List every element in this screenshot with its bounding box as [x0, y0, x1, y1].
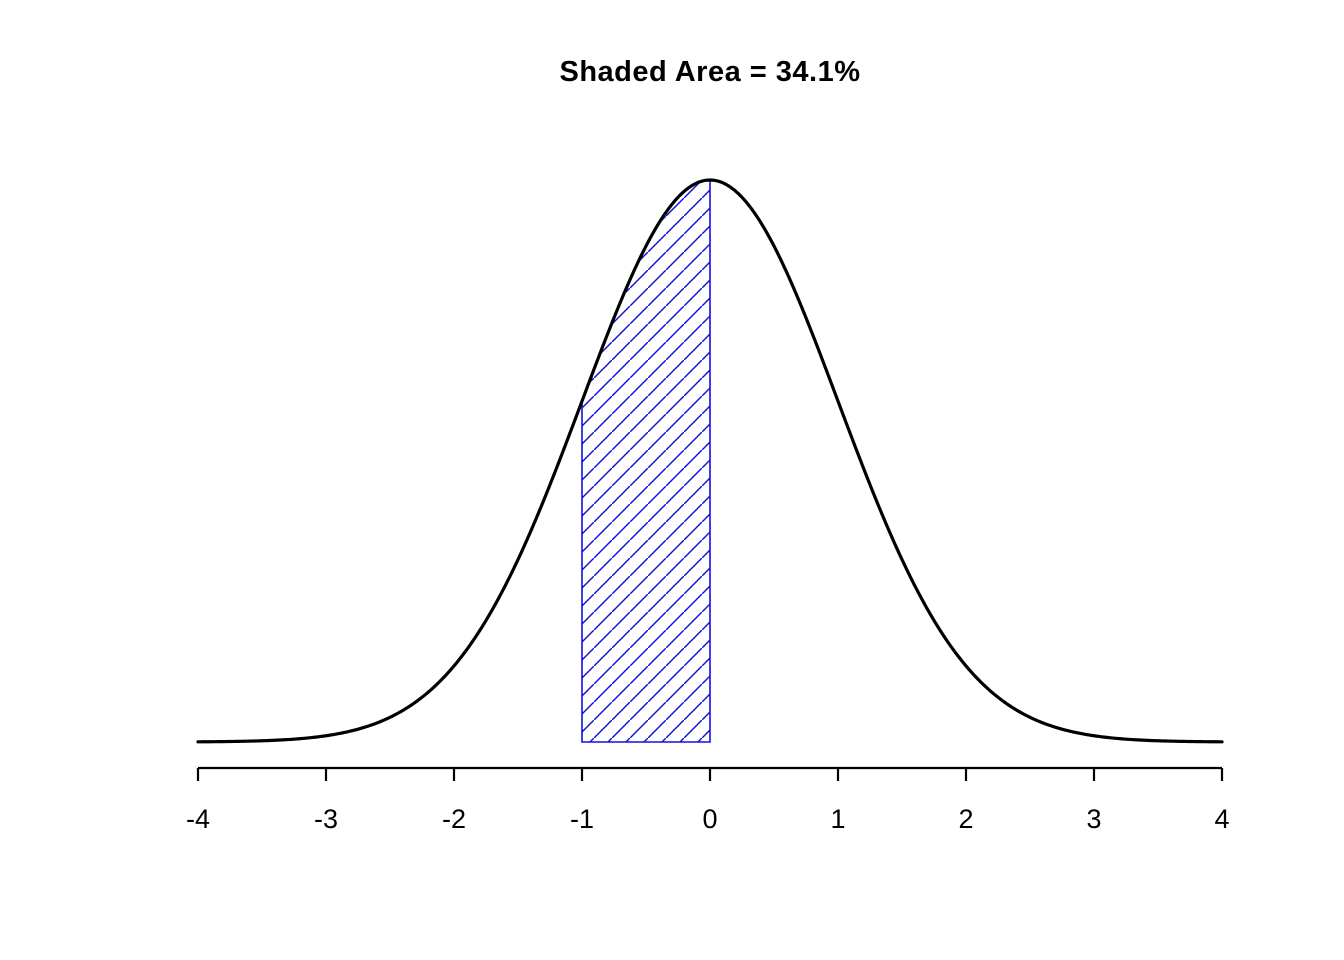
chart-title: Shaded Area = 34.1% [559, 56, 861, 88]
x-axis-tick-label: -3 [314, 804, 338, 834]
x-axis-tick-label: 1 [830, 804, 845, 834]
density-curve [196, 178, 1224, 744]
x-axis-tick-label: 0 [702, 804, 717, 834]
x-axis-tick-label: 3 [1086, 804, 1101, 834]
x-axis-tick-label: -1 [570, 804, 594, 834]
x-axis-tick-label: 2 [958, 804, 973, 834]
x-axis-tick-label: -4 [186, 804, 210, 834]
x-axis-tick-label: 4 [1214, 804, 1229, 834]
x-axis-tick-label: -2 [442, 804, 466, 834]
shaded-area-region [581, 179, 711, 743]
